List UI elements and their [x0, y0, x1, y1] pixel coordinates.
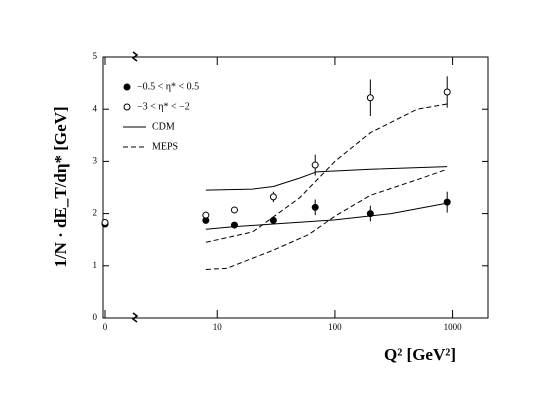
- y-tick-label: 5: [93, 51, 98, 61]
- frame: [102, 56, 489, 319]
- curve: [205, 202, 448, 230]
- x-tick-label: 10: [213, 322, 223, 332]
- point: [311, 161, 319, 169]
- y-tick-label: 3: [93, 155, 98, 165]
- y-tick-label: 4: [93, 103, 98, 113]
- legend-marker: [123, 103, 131, 111]
- y-axis-label: 1/N · dE_T/dη* [GeV]: [51, 106, 70, 267]
- curve: [205, 103, 448, 243]
- legend-label: CDM: [152, 121, 175, 132]
- point: [443, 88, 451, 96]
- x-tick-label: 0: [103, 322, 108, 332]
- curve: [205, 166, 448, 191]
- legend-marker: [123, 83, 131, 91]
- axis-break: [131, 51, 139, 323]
- point: [443, 198, 451, 206]
- point: [269, 216, 277, 224]
- point: [366, 94, 374, 102]
- legend-label: MEPS: [152, 141, 178, 152]
- point: [366, 210, 374, 218]
- y-tick-label: 2: [93, 208, 98, 218]
- point: [101, 218, 109, 226]
- point: [202, 211, 210, 219]
- x-axis-label: Q² [GeV²]: [384, 345, 456, 364]
- point: [230, 206, 238, 214]
- x-tick-label: 1000: [444, 322, 463, 332]
- point: [269, 193, 277, 201]
- x-tick-label: 100: [328, 322, 342, 332]
- point: [311, 203, 319, 211]
- legend-label: −0.5 < η* < 0.5: [137, 81, 199, 92]
- y-tick-label: 1: [93, 260, 98, 270]
- curve: [205, 168, 448, 270]
- legend-label: −3 < η* < −2: [137, 101, 190, 112]
- y-tick-label: 0: [93, 312, 98, 322]
